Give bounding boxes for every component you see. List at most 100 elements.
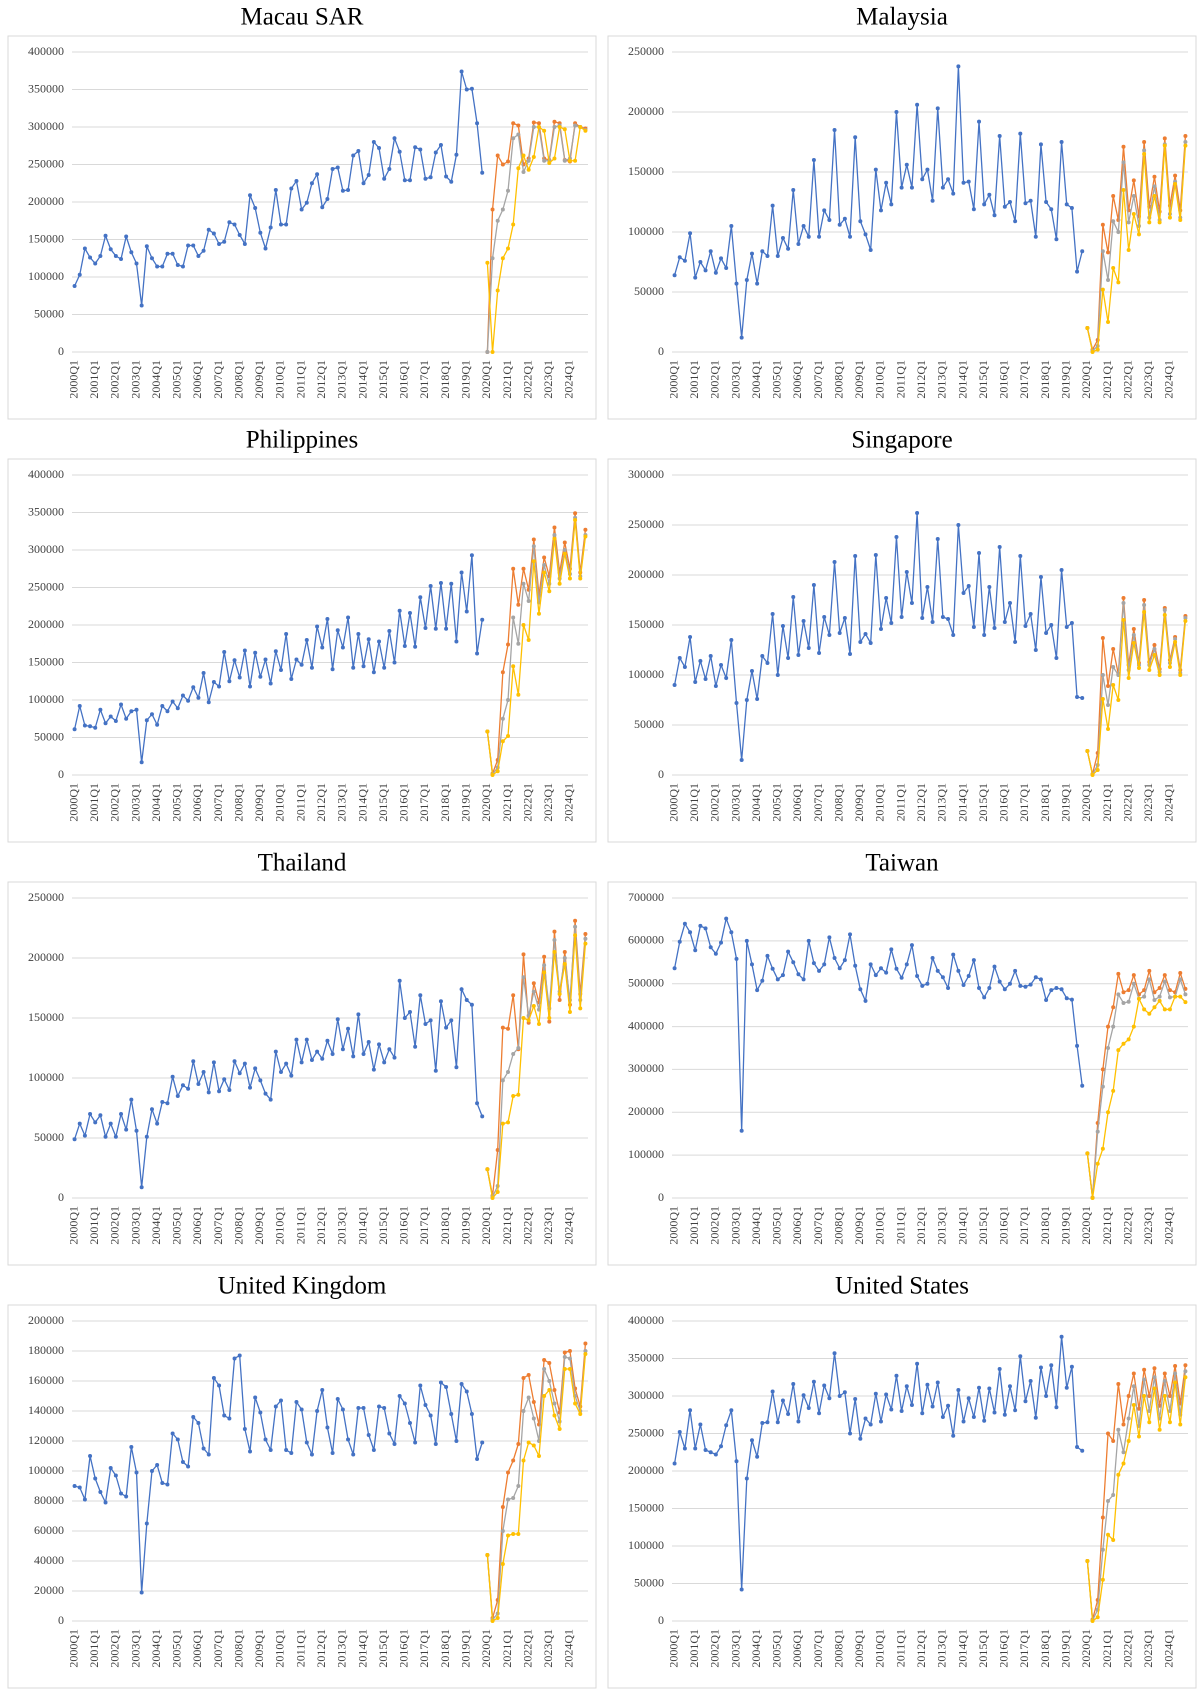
data-point (713, 1452, 718, 1457)
x-tick-label: 2012Q1 (914, 783, 928, 822)
x-tick-label: 2003Q1 (728, 783, 742, 822)
data-point (1095, 1129, 1100, 1134)
data-point (521, 975, 526, 980)
data-point (330, 667, 335, 672)
data-point (139, 303, 144, 308)
x-tick-label: 2021Q1 (500, 1629, 514, 1668)
data-point (873, 1391, 878, 1396)
data-point (1131, 981, 1136, 986)
data-point (160, 1481, 165, 1485)
x-tick-label: 2017Q1 (1017, 1206, 1031, 1245)
x-tick-label: 2014Q1 (955, 360, 969, 399)
data-point (562, 540, 567, 545)
data-point (423, 1022, 428, 1026)
data-point (1054, 237, 1059, 242)
data-point (402, 1401, 407, 1406)
data-point (490, 207, 495, 212)
data-point (1049, 623, 1054, 627)
data-point (196, 254, 201, 258)
data-point (1167, 1394, 1172, 1398)
data-point (1075, 695, 1080, 699)
data-point (811, 1379, 816, 1384)
x-tick-label: 2022Q1 (1120, 1629, 1134, 1668)
x-tick-label: 2022Q1 (520, 783, 534, 822)
x-tick-label: 2019Q1 (458, 783, 472, 822)
data-point (531, 120, 536, 125)
data-point (1028, 1379, 1033, 1383)
data-point (232, 658, 237, 663)
data-point (688, 930, 693, 935)
x-tick-label: 2018Q1 (1038, 1629, 1052, 1668)
data-point (542, 954, 547, 959)
data-point (521, 1376, 526, 1380)
data-point (1111, 219, 1116, 224)
y-tick-label: 100000 (28, 269, 64, 283)
data-point (222, 239, 227, 244)
data-point (506, 188, 511, 193)
x-tick-label: 2008Q1 (831, 1206, 845, 1245)
data-point (351, 665, 356, 670)
data-point (268, 681, 273, 686)
data-point (1183, 1363, 1188, 1368)
data-point (407, 178, 412, 183)
x-tick-label: 2023Q1 (1141, 1629, 1155, 1668)
data-point (423, 176, 428, 181)
y-tick-label: 100000 (28, 1070, 64, 1084)
data-point (330, 1052, 335, 1056)
data-point (858, 987, 863, 992)
y-tick-label: 300000 (28, 542, 64, 556)
data-point (227, 1088, 232, 1092)
data-point (832, 1351, 837, 1356)
data-point (516, 132, 521, 137)
data-point (531, 559, 536, 564)
data-point (88, 724, 93, 729)
data-point (268, 1097, 273, 1102)
chart-panel: Philippines 0 50000 100000 150000 200000 25000… (7, 427, 597, 843)
data-point (320, 1056, 325, 1061)
data-point (977, 119, 982, 124)
data-point (1111, 194, 1116, 198)
x-tick-label: 2006Q1 (190, 1206, 204, 1245)
y-tick-label: 350000 (28, 81, 64, 95)
data-point (217, 1089, 222, 1094)
x-tick-label: 2017Q1 (417, 783, 431, 822)
data-point (402, 644, 407, 648)
data-point (469, 553, 474, 558)
data-point (889, 621, 894, 625)
data-point (1116, 992, 1121, 997)
data-point (1018, 554, 1023, 558)
y-tick-label: 100000 (628, 1538, 664, 1552)
data-point (242, 648, 247, 653)
x-tick-label: 2015Q1 (976, 1629, 990, 1668)
data-point (542, 1358, 547, 1362)
data-point (1111, 647, 1116, 651)
data-point (516, 1092, 521, 1097)
x-tick-label: 2014Q1 (955, 1206, 969, 1245)
series-line (1086, 135, 1187, 352)
y-tick-label: 300000 (28, 119, 64, 133)
x-tick-label: 2002Q1 (708, 360, 722, 399)
data-point (1121, 1450, 1126, 1455)
data-point (688, 635, 693, 639)
data-point (155, 264, 160, 269)
data-point (500, 739, 505, 744)
x-tick-label: 2001Q1 (687, 1629, 701, 1668)
data-point (672, 683, 677, 687)
data-point (1033, 648, 1038, 652)
data-point (387, 1047, 392, 1052)
data-point (495, 218, 500, 223)
data-point (500, 1121, 505, 1126)
data-point (124, 1494, 129, 1499)
data-point (180, 1460, 185, 1464)
panel-frame (607, 881, 1197, 1266)
data-point (693, 1446, 698, 1451)
data-point (1136, 666, 1141, 670)
data-point (567, 1356, 572, 1361)
data-point (889, 202, 894, 207)
data-point (500, 1025, 505, 1030)
data-point (951, 191, 956, 196)
chart-title: Philippines (246, 427, 359, 454)
data-point (320, 1388, 325, 1392)
data-point (682, 921, 687, 926)
data-point (904, 570, 909, 574)
